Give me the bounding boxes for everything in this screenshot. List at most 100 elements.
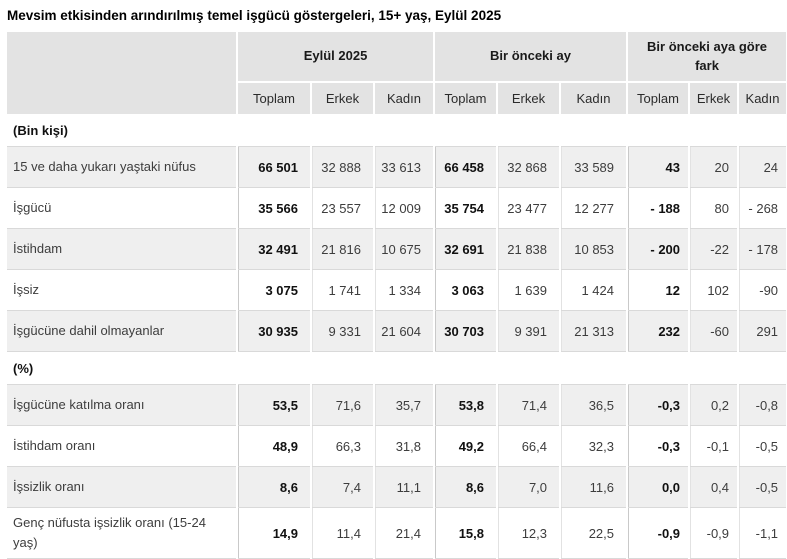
value-cell: 24 bbox=[737, 146, 787, 188]
row-label: İşgücüne dahil olmayanlar bbox=[7, 310, 237, 352]
value-cell: 15,8 bbox=[433, 507, 498, 559]
column-group-onceki-ay: Bir önceki ay bbox=[433, 32, 628, 82]
value-cell: 71,4 bbox=[496, 384, 561, 426]
value-cell: 8,6 bbox=[433, 466, 498, 508]
row-label: İstihdam bbox=[7, 228, 237, 270]
section-row: (Bin kişi) bbox=[7, 114, 787, 147]
value-cell: -0,9 bbox=[626, 507, 690, 559]
value-cell: 43 bbox=[626, 146, 690, 188]
value-cell: -0,3 bbox=[626, 384, 690, 426]
value-cell: - 200 bbox=[626, 228, 690, 270]
value-cell: -0,8 bbox=[737, 384, 787, 426]
value-cell: 35,7 bbox=[372, 384, 435, 426]
table-row-i-g-c-ne-dahil-olmayanlar: İşgücüne dahil olmayanlar 30 935 9 331 21 6… bbox=[7, 310, 787, 352]
value-cell: 0,4 bbox=[688, 466, 739, 508]
table-row-i-g-c-ne-katilma-orani: İşgücüne katılma oranı 53,5 71,6 35,7 53,8 71… bbox=[7, 384, 787, 426]
subheader-kadin-3: Kadın bbox=[737, 81, 787, 114]
value-cell: 11,4 bbox=[310, 507, 374, 559]
column-group-eylul-2025: Eylül 2025 bbox=[235, 32, 435, 82]
value-cell: - 178 bbox=[737, 228, 787, 270]
value-cell: 32 868 bbox=[496, 146, 561, 188]
value-cell: -60 bbox=[688, 310, 739, 352]
value-cell: 48,9 bbox=[236, 425, 311, 467]
table-row-i-stihdam-orani: İstihdam oranı 48,9 66,3 31,8 49,2 66,4 32,3 -0… bbox=[7, 425, 787, 467]
value-cell: 66 501 bbox=[236, 146, 311, 188]
section-header-label: (%) bbox=[7, 351, 787, 385]
table-row-i-stihdam: İstihdam 32 491 21 816 10 675 32 691 21 838 10… bbox=[7, 228, 787, 270]
value-cell: 32,3 bbox=[559, 425, 628, 467]
value-cell: 1 639 bbox=[496, 269, 561, 311]
subheader-toplam-2: Toplam bbox=[433, 81, 498, 114]
value-cell: -0,9 bbox=[688, 507, 739, 559]
table-row-15-ve-daha-yukari-ya-taki-n-fu: 15 ve daha yukarı yaştaki nüfus 66 501 32 … bbox=[7, 146, 787, 188]
value-cell: 30 703 bbox=[433, 310, 498, 352]
value-cell: 291 bbox=[737, 310, 787, 352]
value-cell: -0,5 bbox=[737, 466, 787, 508]
value-cell: 10 853 bbox=[559, 228, 628, 270]
page-title: Mevsim etkisinden arındırılmış temel işg… bbox=[7, 8, 502, 23]
value-cell: 53,8 bbox=[433, 384, 498, 426]
subheader-kadin-1: Kadın bbox=[372, 81, 435, 114]
value-cell: 10 675 bbox=[372, 228, 435, 270]
row-label: İşsizlik oranı bbox=[7, 466, 237, 508]
row-label: İstihdam oranı bbox=[7, 425, 237, 467]
section-row: (%) bbox=[7, 351, 787, 385]
value-cell: 71,6 bbox=[310, 384, 374, 426]
value-cell: 12 277 bbox=[559, 187, 628, 229]
value-cell: 11,6 bbox=[559, 466, 628, 508]
value-cell: 8,6 bbox=[236, 466, 311, 508]
subheader-toplam-3: Toplam bbox=[626, 81, 690, 114]
value-cell: 3 063 bbox=[433, 269, 498, 311]
row-label: Genç nüfusta işsizlik oranı (15-24 yaş) bbox=[7, 507, 237, 559]
value-cell: - 268 bbox=[737, 187, 787, 229]
value-cell: 30 935 bbox=[236, 310, 311, 352]
value-cell: 7,0 bbox=[496, 466, 561, 508]
value-cell: 1 334 bbox=[372, 269, 435, 311]
row-label: 15 ve daha yukarı yaştaki nüfus bbox=[7, 146, 237, 188]
value-cell: 66 458 bbox=[433, 146, 498, 188]
value-cell: 35 754 bbox=[433, 187, 498, 229]
value-cell: 22,5 bbox=[559, 507, 628, 559]
table-row-i-g-c-: İşgücü 35 566 23 557 12 009 35 754 23 477 12 2… bbox=[7, 187, 787, 229]
value-cell: 32 691 bbox=[433, 228, 498, 270]
stub-header-cell bbox=[7, 32, 237, 114]
subheader-erkek-3: Erkek bbox=[688, 81, 739, 114]
table-row-gen-n-fusta-i-sizlik-orani-15-: Genç nüfusta işsizlik oranı (15-24 yaş) 1… bbox=[7, 507, 787, 559]
column-group-aya-gore-fark: Bir önceki aya göre fark bbox=[626, 32, 787, 82]
value-cell: 9 331 bbox=[310, 310, 374, 352]
subheader-kadin-2: Kadın bbox=[559, 81, 628, 114]
sub-header-row: Toplam Erkek Kadın Toplam Erkek Kadın Toplam Er… bbox=[7, 81, 787, 114]
value-cell: 49,2 bbox=[433, 425, 498, 467]
value-cell: 32 888 bbox=[310, 146, 374, 188]
value-cell: 0,0 bbox=[626, 466, 690, 508]
value-cell: 0,2 bbox=[688, 384, 739, 426]
column-group-row: Eylül 2025 Bir önceki ay Bir önceki aya … bbox=[7, 32, 787, 114]
value-cell: 1 741 bbox=[310, 269, 374, 311]
section-header-label: (Bin kişi) bbox=[7, 114, 787, 147]
value-cell: 53,5 bbox=[236, 384, 311, 426]
value-cell: 20 bbox=[688, 146, 739, 188]
subheader-erkek-1: Erkek bbox=[310, 81, 374, 114]
value-cell: 80 bbox=[688, 187, 739, 229]
value-cell: 12 009 bbox=[372, 187, 435, 229]
value-cell: -22 bbox=[688, 228, 739, 270]
value-cell: 33 613 bbox=[372, 146, 435, 188]
value-cell: 21 816 bbox=[310, 228, 374, 270]
value-cell: 36,5 bbox=[559, 384, 628, 426]
value-cell: -0,3 bbox=[626, 425, 690, 467]
value-cell: 12 bbox=[626, 269, 690, 311]
value-cell: 9 391 bbox=[496, 310, 561, 352]
value-cell: 35 566 bbox=[236, 187, 311, 229]
value-cell: 33 589 bbox=[559, 146, 628, 188]
value-cell: -90 bbox=[737, 269, 787, 311]
value-cell: -1,1 bbox=[737, 507, 787, 559]
value-cell: 23 477 bbox=[496, 187, 561, 229]
row-label: İşgücüne katılma oranı bbox=[7, 384, 237, 426]
subheader-toplam-1: Toplam bbox=[236, 81, 311, 114]
value-cell: 21,4 bbox=[372, 507, 435, 559]
value-cell: 102 bbox=[688, 269, 739, 311]
value-cell: 232 bbox=[626, 310, 690, 352]
value-cell: 7,4 bbox=[310, 466, 374, 508]
table-header: Eylül 2025 Bir önceki ay Bir önceki aya … bbox=[7, 32, 787, 114]
